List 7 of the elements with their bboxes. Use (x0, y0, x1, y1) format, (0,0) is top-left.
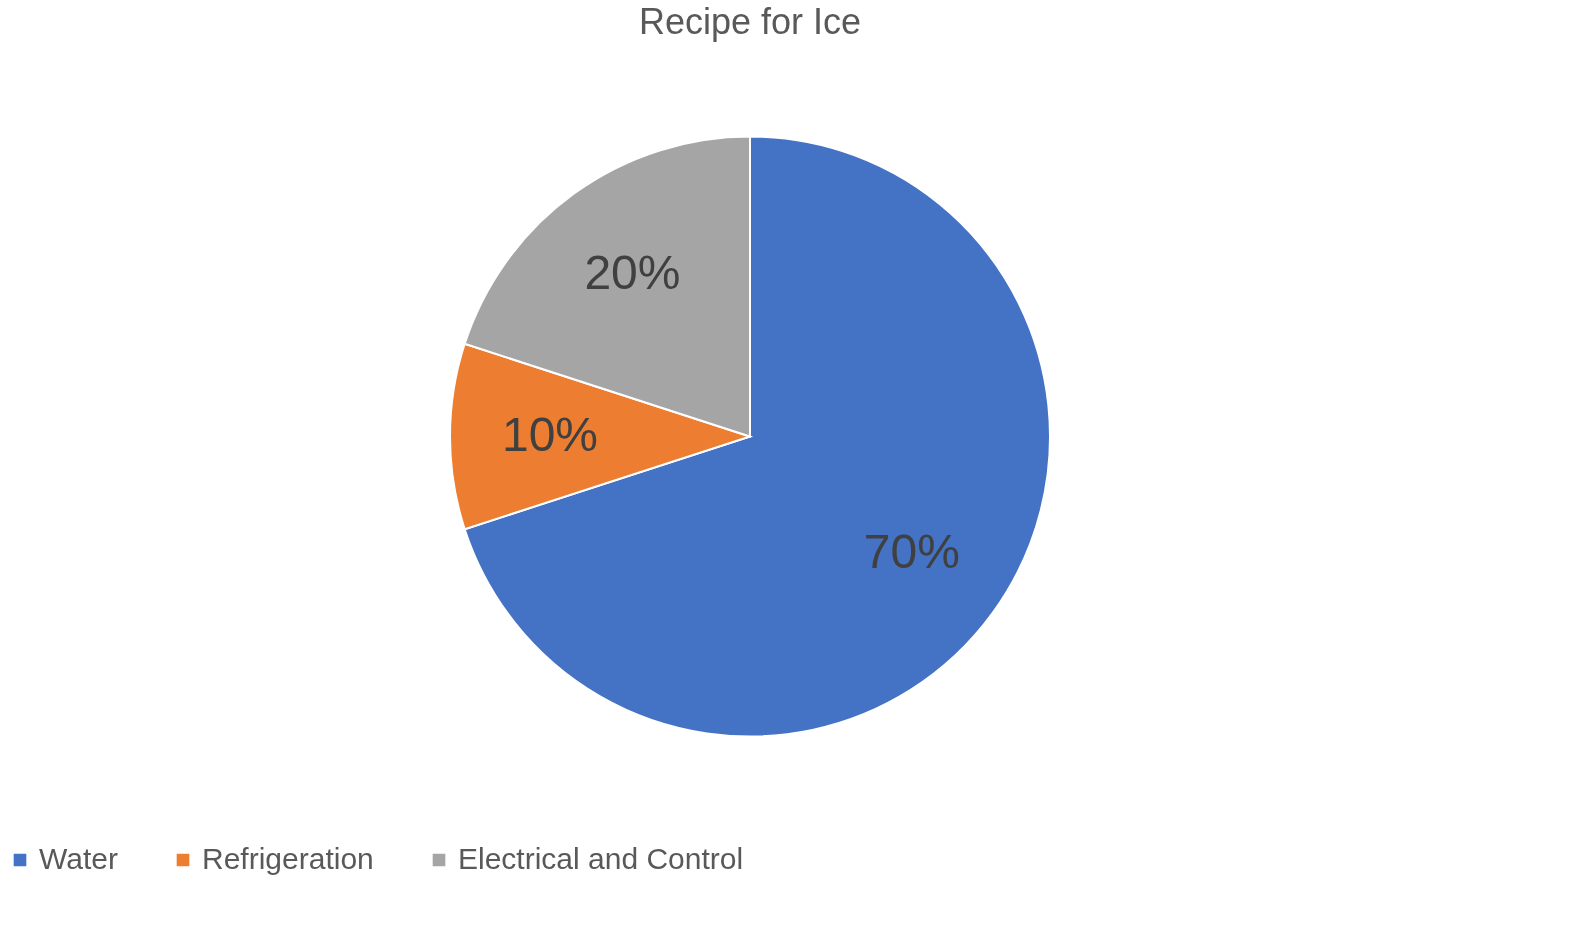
data-label: 20% (584, 245, 681, 299)
data-label: 70% (863, 525, 960, 579)
legend-label: Refrigeration (202, 842, 374, 875)
chart-title: Recipe for Ice (638, 1, 862, 42)
data-label: 10% (501, 407, 599, 461)
legend-label: Water (39, 842, 118, 875)
legend-label: Electrical and Control (458, 842, 744, 875)
